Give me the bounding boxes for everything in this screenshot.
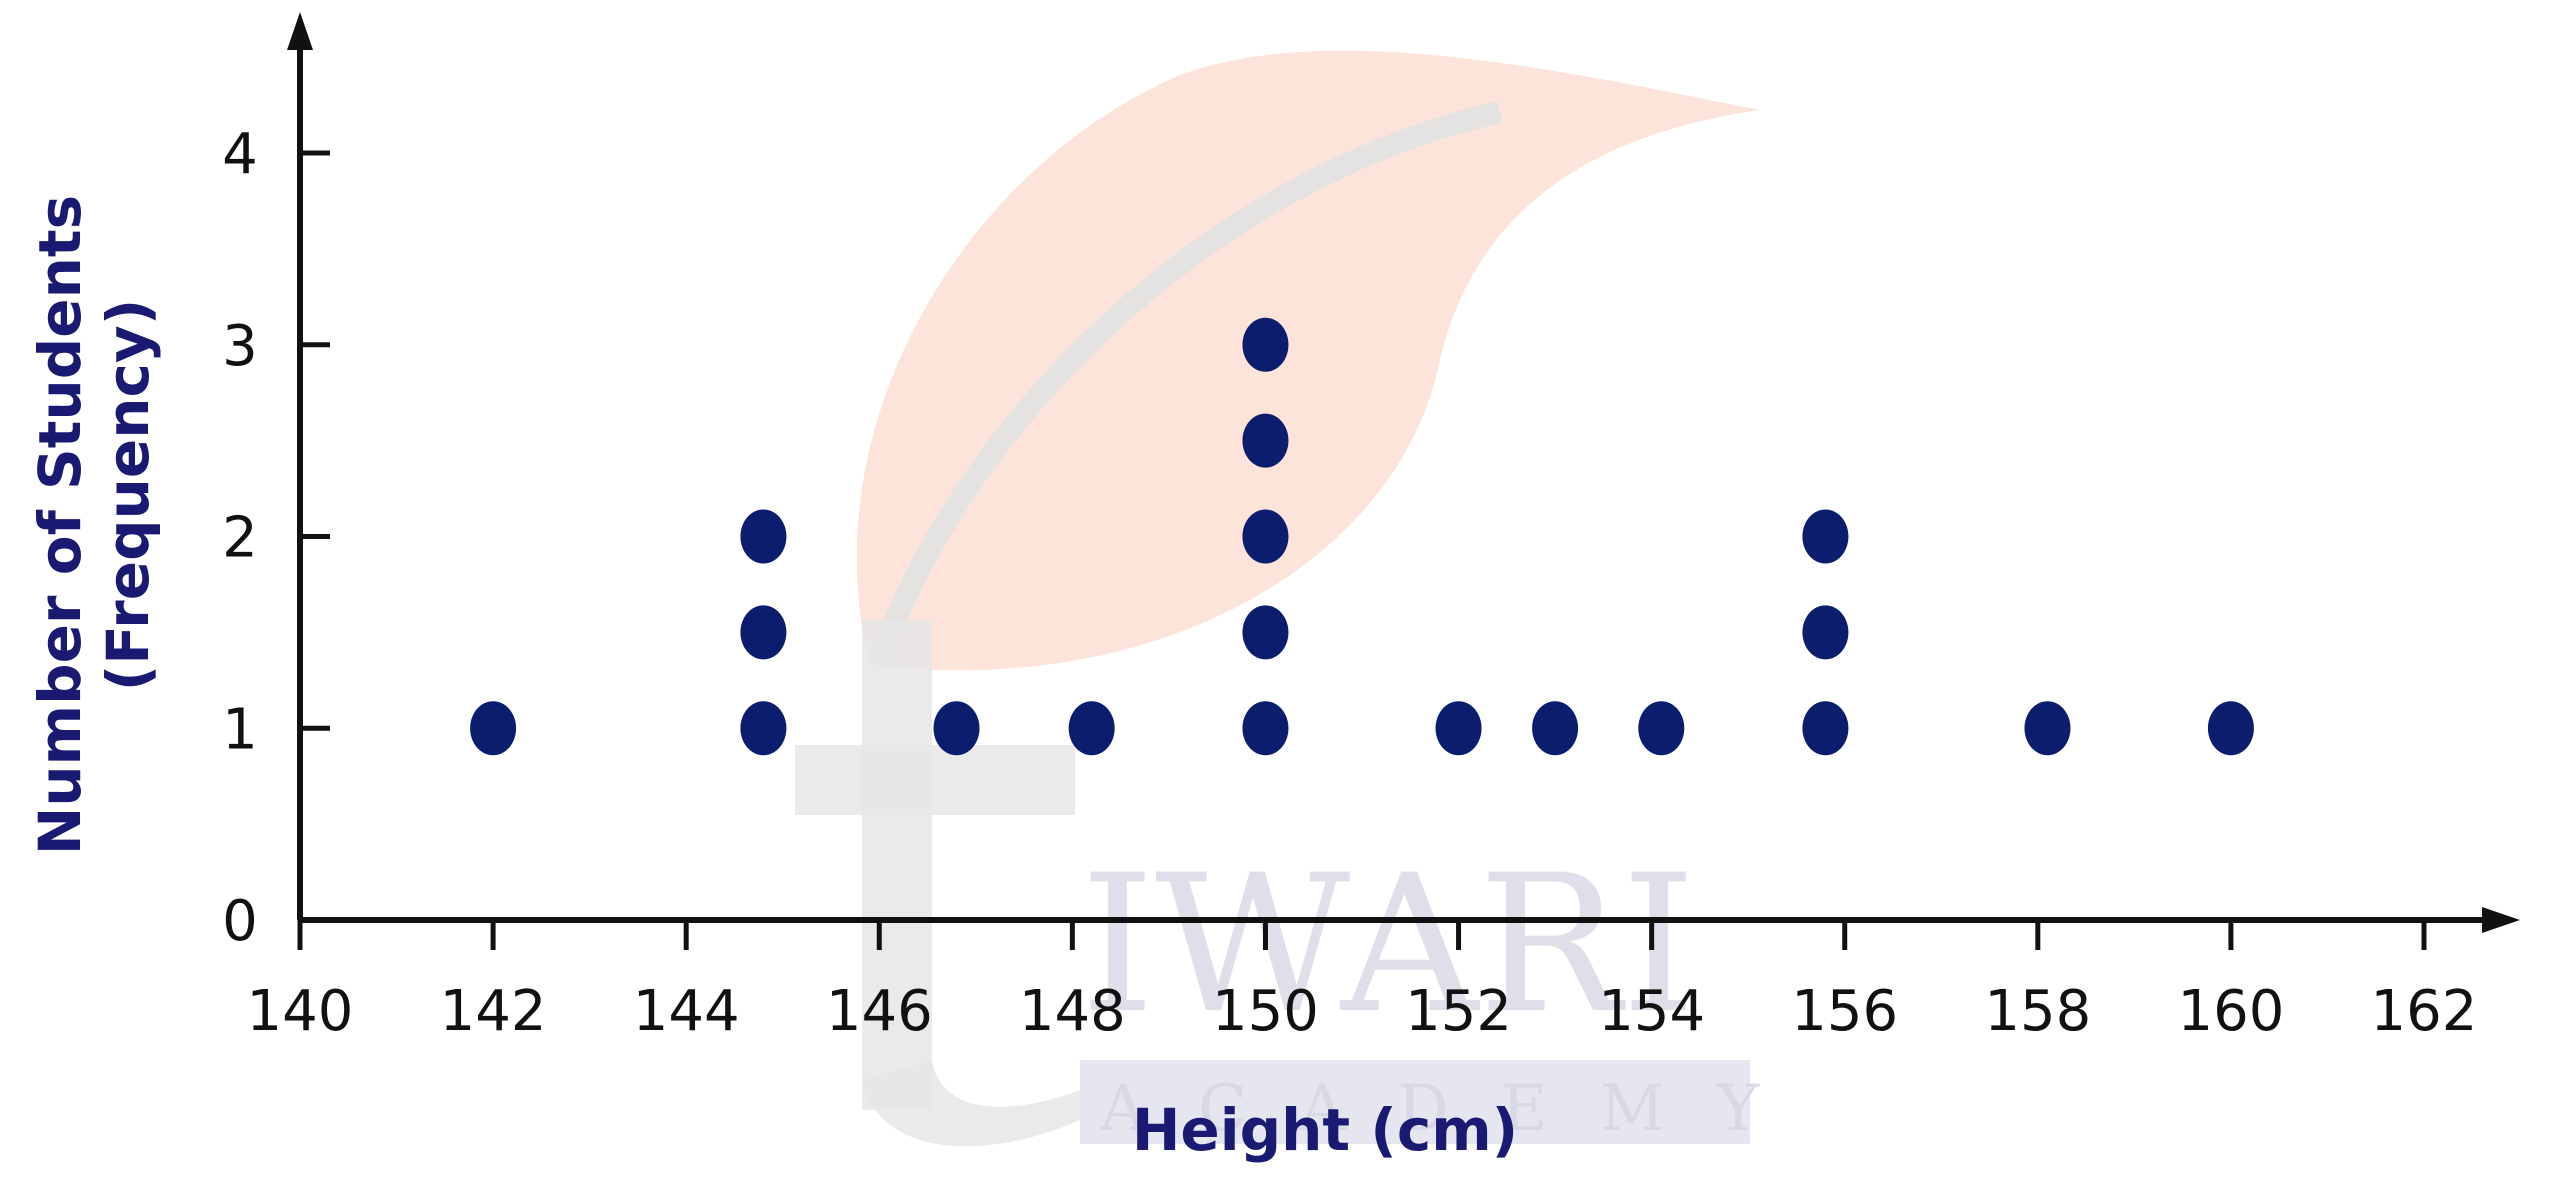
- data-point: [1242, 413, 1289, 468]
- x-tick-label: 158: [1984, 979, 2091, 1044]
- data-point: [1242, 509, 1289, 564]
- data-point: [1242, 317, 1289, 372]
- data-points: [470, 317, 2254, 756]
- data-point: [2024, 701, 2071, 756]
- x-tick-label: 156: [1791, 979, 1898, 1044]
- data-point: [1435, 701, 1482, 756]
- x-axis-arrow: [2482, 907, 2520, 933]
- x-tick-label: 150: [1212, 979, 1319, 1044]
- y-axis-title-line-1: Number of Students: [26, 195, 94, 855]
- watermark-logo: IWARI ACADEMY: [795, 50, 1811, 1147]
- x-tick-label: 146: [826, 979, 933, 1044]
- x-tick-label: 154: [1598, 979, 1705, 1044]
- y-tick-label: 3: [222, 314, 258, 379]
- y-tick-label: 4: [222, 122, 258, 187]
- y-ticks: 0 1 2 3 4: [222, 122, 330, 954]
- x-axis-title: Height (cm): [1132, 1096, 1518, 1164]
- x-tick-label: 142: [440, 979, 547, 1044]
- x-tick-label: 162: [2371, 979, 2478, 1044]
- data-point: [740, 605, 787, 660]
- watermark-subword-band: [1080, 1060, 1750, 1144]
- watermark-t-hook: [862, 1060, 1080, 1147]
- x-tick-label: 160: [2177, 979, 2284, 1044]
- watermark-t-bar: [795, 745, 1075, 815]
- x-tick-label: 144: [633, 979, 740, 1044]
- data-point: [2207, 701, 2254, 756]
- axes: [287, 12, 2520, 933]
- y-tick-label: 2: [222, 506, 258, 571]
- y-axis-title-line-2: (Frequency): [94, 299, 162, 692]
- data-point: [740, 509, 787, 564]
- data-point: [740, 701, 787, 756]
- watermark-leaf: [856, 50, 1760, 671]
- data-point: [470, 701, 517, 756]
- data-point: [933, 701, 980, 756]
- data-point: [1242, 605, 1289, 660]
- data-point: [1802, 509, 1849, 564]
- watermark-t-stem: [862, 620, 932, 1110]
- y-tick-label: 0: [222, 889, 258, 954]
- watermark-subword: ACADEMY: [1099, 1072, 1811, 1146]
- data-point: [1532, 701, 1579, 756]
- data-point: [1068, 701, 1115, 756]
- data-point: [1802, 701, 1849, 756]
- x-tick-label: 152: [1405, 979, 1512, 1044]
- y-tick-label: 1: [222, 697, 258, 762]
- data-point: [1802, 605, 1849, 660]
- y-axis-arrow: [287, 12, 313, 50]
- data-point: [1638, 701, 1685, 756]
- x-tick-label: 148: [1019, 979, 1126, 1044]
- x-ticks: 140 142 144 146 148 150 152 154 156 158 160 162: [247, 920, 2478, 1044]
- watermark-swoosh: [869, 101, 1503, 664]
- x-tick-label: 140: [247, 979, 354, 1044]
- data-point: [1242, 701, 1289, 756]
- watermark-word: IWARI: [1080, 834, 1696, 1055]
